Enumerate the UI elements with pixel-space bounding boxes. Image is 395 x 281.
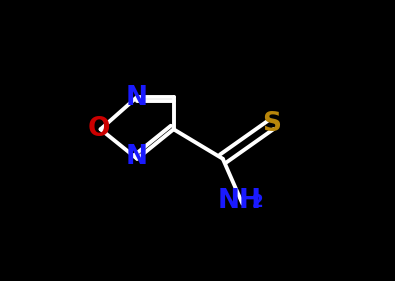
Text: S: S xyxy=(262,111,282,137)
Text: O: O xyxy=(88,116,110,142)
Text: N: N xyxy=(126,85,148,111)
Text: N: N xyxy=(126,144,148,170)
Text: 2: 2 xyxy=(252,193,264,211)
Text: NH: NH xyxy=(218,188,261,214)
